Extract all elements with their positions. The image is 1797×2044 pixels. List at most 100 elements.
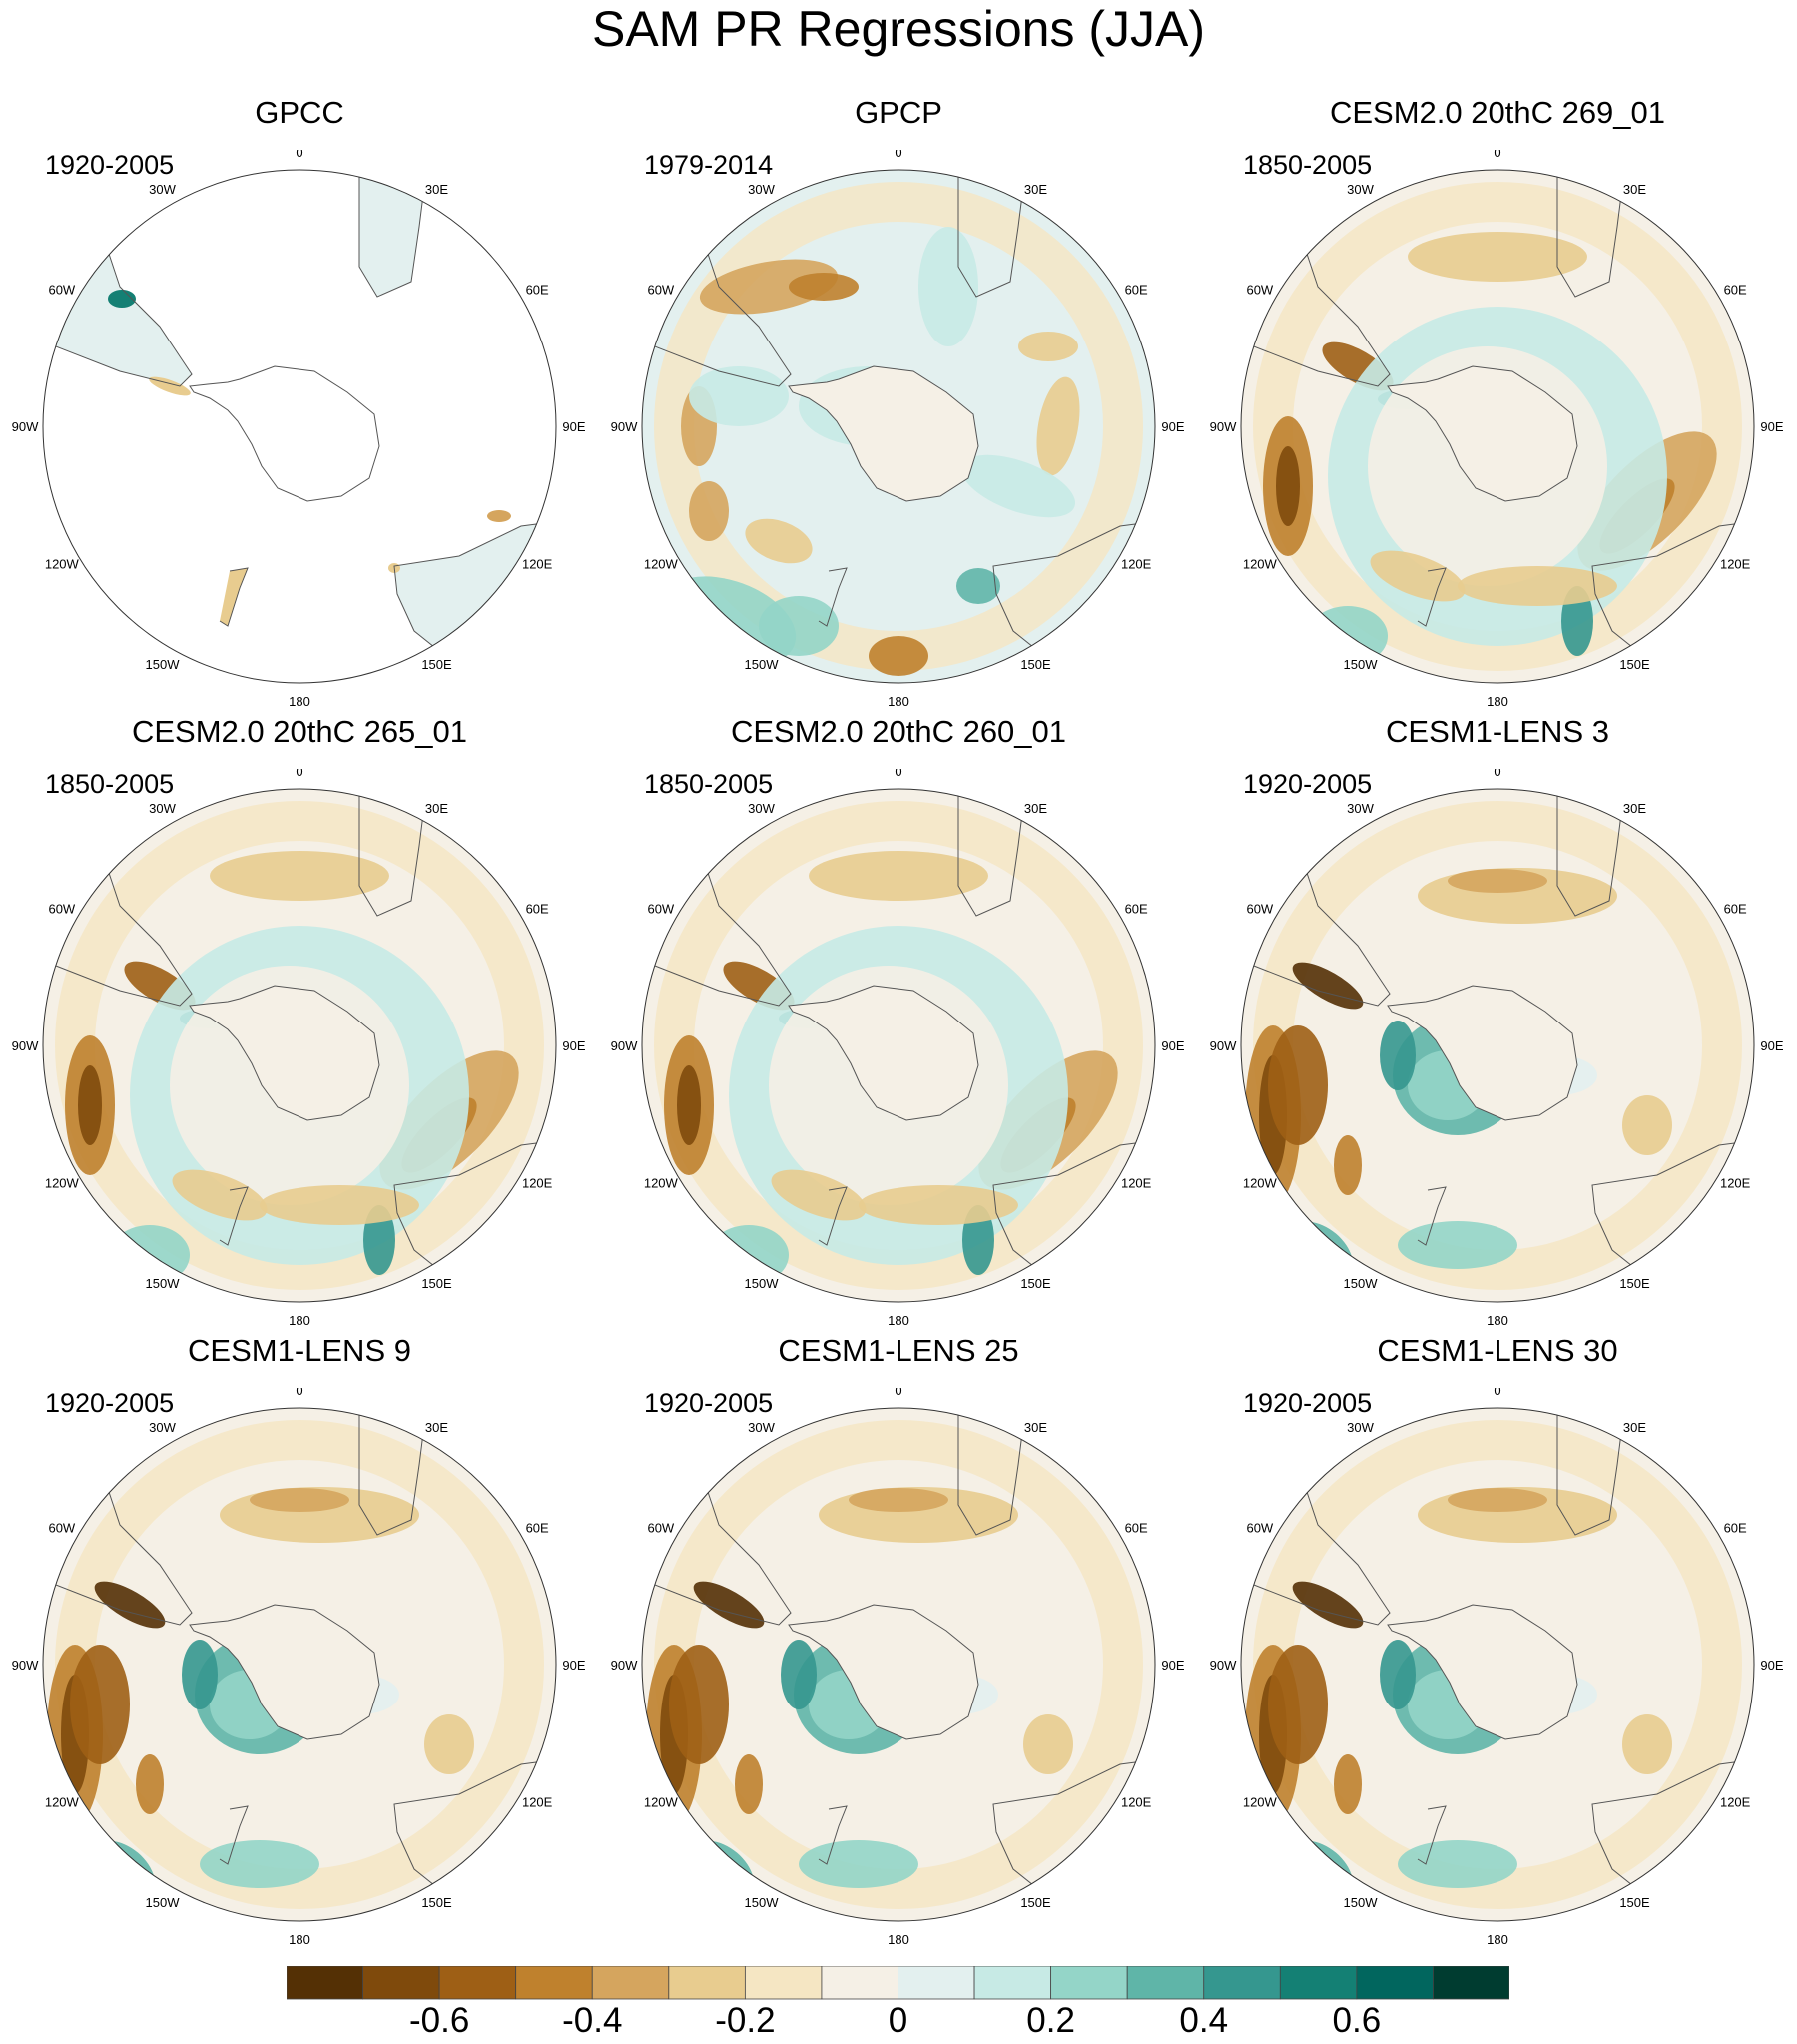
longitude-label: 120W — [45, 557, 80, 572]
precip-blob — [487, 510, 511, 522]
precip-blob — [78, 1065, 102, 1145]
precip-blob — [182, 1640, 218, 1709]
precip-ring — [654, 801, 1143, 1290]
new-zealand-coastline — [219, 1186, 249, 1246]
colorbar-tick-label: -0.6 — [409, 2001, 469, 2034]
panel-period: 1920-2005 — [644, 1388, 774, 1418]
longitude-label: 90E — [1161, 419, 1184, 434]
australia-land — [394, 521, 556, 658]
africa-land — [359, 170, 424, 297]
longitude-label: 30W — [149, 1420, 176, 1435]
longitude-label: 30W — [748, 1420, 775, 1435]
antarctica-coastline — [189, 985, 380, 1121]
longitude-label: 60E — [526, 1521, 549, 1536]
precip-ring — [1253, 182, 1742, 671]
panel-period: 1850-2005 — [45, 769, 175, 799]
precip-blob — [1408, 232, 1587, 282]
longitude-label: 30W — [149, 182, 176, 197]
longitude-label: 30E — [1623, 1420, 1646, 1435]
new-zealand-coastline — [219, 1805, 249, 1865]
precip-blob — [869, 636, 928, 676]
longitude-label: 0 — [1494, 1388, 1500, 1398]
longitude-label: 150E — [1020, 657, 1051, 672]
longitude-label: 180 — [289, 1313, 310, 1328]
new-zealand-land — [220, 568, 248, 626]
precip-blob — [172, 1169, 268, 1221]
longitude-label: 60W — [647, 902, 674, 917]
longitude-label: 0 — [895, 769, 901, 779]
longitude-label: 120E — [1121, 1795, 1152, 1810]
longitude-label: 150W — [1344, 1276, 1379, 1291]
longitude-label: 120E — [1720, 1176, 1751, 1191]
precip-blob — [1334, 1754, 1362, 1814]
precip-blob — [260, 1185, 419, 1225]
precip-blob — [1023, 1714, 1073, 1774]
panel-title: CESM1-LENS 3 — [1386, 714, 1609, 749]
colorbar-tick-label: -0.2 — [715, 2001, 775, 2034]
south-america-coastline — [642, 1464, 792, 1626]
longitude-label: 60W — [48, 902, 75, 917]
longitude-label: 150W — [1344, 657, 1379, 672]
longitude-label: 60W — [647, 283, 674, 298]
longitude-label: 60W — [48, 283, 75, 298]
precip-blob — [1334, 1135, 1362, 1195]
longitude-label: 150E — [1619, 1276, 1650, 1291]
longitude-label: 60E — [1125, 1521, 1148, 1536]
map-panel: 0 30E 60E 90E 120E 150E 180 150W 120W 90W 60W 30W CE… — [0, 714, 599, 1333]
colorbar-swatch — [287, 1966, 363, 2000]
map-panel: 0 30E 60E 90E 120E 150E 180 150W 120W 90W 60W 30W CE… — [1198, 1333, 1797, 1952]
map-panel: 0 30E 60E 90E 120E 150E 180 150W 120W 90W 60W 30W CE… — [1198, 714, 1797, 1333]
antarctica-coastline — [189, 365, 380, 502]
map-panel: 0 30E 60E 90E 120E 150E 180 150W 120W 90W 60W 30W GP… — [0, 95, 599, 714]
longitude-label: 120E — [1720, 557, 1751, 572]
precip-blob — [1036, 376, 1080, 476]
precip-blob — [200, 1840, 319, 1888]
longitude-label: 150E — [421, 1895, 452, 1910]
precip-blob — [781, 1640, 817, 1709]
panel-title: CESM2.0 20thC 269_01 — [1329, 95, 1666, 130]
longitude-label: 150W — [146, 657, 181, 672]
longitude-label: 0 — [895, 1388, 901, 1398]
map-panel: 0 30E 60E 90E 120E 150E 180 150W 120W 90W 60W 30W CE… — [599, 1333, 1198, 1952]
longitude-label: 180 — [289, 694, 310, 709]
antarctica-coastline — [1387, 365, 1578, 502]
new-zealand-coastline — [818, 567, 848, 627]
longitude-label: 0 — [1494, 150, 1500, 160]
longitude-label: 30E — [425, 801, 448, 816]
panel-title: CESM2.0 20thC 260_01 — [730, 714, 1067, 749]
longitude-label: 30E — [1024, 801, 1047, 816]
longitude-label: 120W — [1243, 1176, 1278, 1191]
map-panel: 0 30E 60E 90E 120E 150E 180 150W 120W 90W 60W 30W CE… — [1198, 95, 1797, 714]
map-panel: 0 30E 60E 90E 120E 150E 180 150W 120W 90W 60W 30W GP… — [599, 95, 1198, 714]
precip-blob — [1622, 1714, 1672, 1774]
antarctica-coastline — [788, 365, 979, 502]
new-zealand-coastline — [1417, 1805, 1447, 1865]
longitude-label: 30W — [149, 801, 176, 816]
longitude-label: 150E — [1020, 1895, 1051, 1910]
longitude-label: 60W — [1246, 902, 1273, 917]
longitude-label: 150E — [421, 1276, 452, 1291]
colorbar-swatch — [668, 1966, 746, 2000]
africa-coastline — [957, 789, 1024, 917]
precip-blob — [1458, 566, 1617, 606]
polar-map: 0 30E 60E 90E 120E 150E 180 150W 120W 90W 60W 30W — [12, 1388, 586, 1947]
precip-blob — [70, 1645, 130, 1764]
precip-blob — [699, 259, 839, 315]
antarctica-coastline — [189, 1604, 380, 1740]
longitude-label: 120E — [522, 1176, 553, 1191]
longitude-label: 150E — [421, 657, 452, 672]
longitude-label: 150W — [745, 657, 780, 672]
longitude-label: 90E — [1760, 419, 1783, 434]
longitude-label: 90E — [1161, 1038, 1184, 1053]
colorbar-tick-label: -0.4 — [562, 2001, 622, 2034]
precip-blob — [1018, 332, 1078, 361]
south-america-coastline — [1241, 226, 1391, 387]
longitude-label: 30W — [1347, 182, 1374, 197]
longitude-label: 120E — [522, 557, 553, 572]
precip-blob — [689, 366, 789, 426]
longitude-label: 180 — [1487, 1932, 1508, 1947]
precip-blob — [1398, 1221, 1517, 1269]
map-border — [641, 788, 1156, 1303]
map-border — [1240, 169, 1755, 684]
longitude-label: 90W — [611, 1658, 638, 1673]
